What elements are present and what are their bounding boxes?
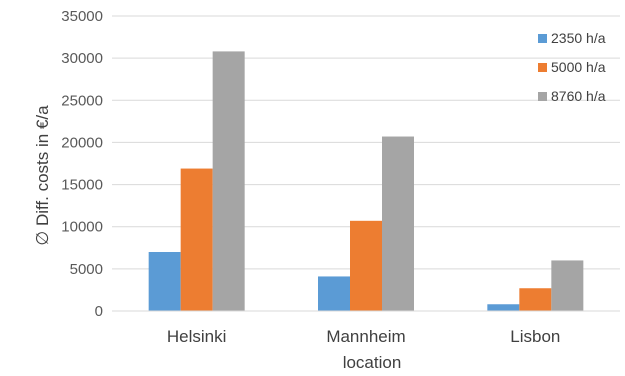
bar	[350, 220, 382, 311]
x-axis-categories: Helsinki Mannheim Lisbon	[167, 327, 560, 346]
y-tick-label: 5000	[70, 261, 103, 278]
bar	[212, 51, 245, 312]
legend: 2350 h/a 5000 h/a 8760 h/a	[538, 30, 606, 104]
legend-label: 2350 h/a	[551, 30, 606, 46]
y-axis-title: ∅ Diff. costs in €/a	[33, 105, 52, 246]
y-tick-label: 35000	[61, 8, 103, 25]
bar	[180, 168, 213, 311]
bar	[382, 136, 414, 311]
y-tick-label: 0	[95, 303, 103, 320]
y-tick-label: 15000	[61, 177, 103, 194]
y-tick-label: 20000	[61, 134, 103, 151]
y-tick-label: 25000	[61, 92, 103, 109]
bar	[551, 260, 584, 311]
x-axis-title: location	[343, 353, 402, 372]
bar	[487, 304, 520, 311]
bar	[318, 276, 350, 311]
y-axis-ticks: 0 5000 10000 15000 20000 25000 30000 35000	[61, 8, 103, 320]
legend-swatch	[538, 34, 547, 43]
x-category-label: Mannheim	[326, 327, 405, 346]
bar	[148, 252, 181, 311]
bars	[148, 51, 584, 312]
y-tick-label: 30000	[61, 50, 103, 67]
legend-label: 8760 h/a	[551, 88, 606, 104]
x-category-label: Lisbon	[510, 327, 560, 346]
x-category-label: Helsinki	[167, 327, 227, 346]
y-tick-label: 10000	[61, 219, 103, 236]
legend-swatch	[538, 92, 547, 101]
legend-label: 5000 h/a	[551, 59, 606, 75]
legend-swatch	[538, 63, 547, 72]
bar	[519, 288, 552, 311]
